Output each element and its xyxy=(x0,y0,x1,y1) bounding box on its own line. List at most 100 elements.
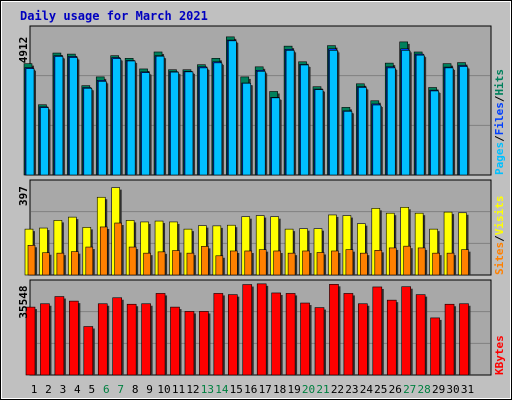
sites-bar xyxy=(172,250,180,276)
sites-bar xyxy=(201,246,209,276)
x-tick-label: 22 xyxy=(331,383,344,396)
pages-bar xyxy=(242,82,252,176)
pages-bar xyxy=(415,54,425,176)
pages-bar xyxy=(444,67,454,176)
sites-bar xyxy=(316,252,325,276)
hits-files-pages-legend: Pages/Files/Hits xyxy=(493,69,506,175)
pages-bar xyxy=(170,71,179,176)
pages-bar xyxy=(386,67,396,176)
x-tick-label: 10 xyxy=(157,383,170,396)
chart-title: Daily usage for March 2021 xyxy=(20,9,208,23)
pages-bar xyxy=(112,58,121,176)
pages-bar xyxy=(184,71,194,176)
kbytes-bar xyxy=(112,297,122,376)
pages-bar xyxy=(314,89,324,176)
x-tick-label: 5 xyxy=(88,383,95,396)
kbytes-bar xyxy=(25,306,36,376)
bar-marks xyxy=(23,36,471,376)
sites-bar xyxy=(114,222,122,276)
x-tick-label: 24 xyxy=(360,383,374,396)
kbytes-bar xyxy=(69,300,79,376)
pages-bar xyxy=(329,50,338,176)
kbytes-bar xyxy=(141,303,151,376)
kbytes-bar xyxy=(213,293,224,376)
visits-ymax-label: 397 xyxy=(17,186,30,206)
sites-bar xyxy=(360,252,368,276)
x-tick-label: 30 xyxy=(446,383,459,396)
pages-bar xyxy=(25,68,35,176)
sites-bar xyxy=(302,250,310,276)
x-tick-label: 13 xyxy=(201,383,214,396)
sites-bar xyxy=(345,249,354,276)
x-tick-label: 28 xyxy=(418,383,431,396)
x-tick-label: 20 xyxy=(302,383,315,396)
pages-bar xyxy=(141,72,150,176)
x-tick-label: 14 xyxy=(215,383,229,396)
sites-bar xyxy=(417,247,426,276)
sites-bar xyxy=(143,252,151,276)
kbytes-bar xyxy=(40,303,50,376)
kbytes-ymax-label: 35548 xyxy=(17,285,30,318)
pages-bar xyxy=(343,111,353,176)
sites-bar xyxy=(432,252,440,276)
kbytes-bar xyxy=(329,284,339,376)
x-tick-label: 7 xyxy=(117,383,124,396)
x-tick-label: 31 xyxy=(461,383,474,396)
pages-bar xyxy=(126,60,136,176)
kbytes-bar xyxy=(358,303,368,376)
pages-bar xyxy=(213,62,223,176)
pages-bar xyxy=(271,97,280,176)
pages-bar xyxy=(285,50,295,176)
pages-bar xyxy=(358,87,367,176)
pages-bar xyxy=(459,66,468,176)
pages-bar xyxy=(300,64,309,176)
x-tick-label: 3 xyxy=(60,383,67,396)
sites-bar xyxy=(287,252,296,276)
legend-separator: / xyxy=(493,95,506,102)
kbytes-bar xyxy=(386,299,397,376)
sites-bar xyxy=(99,226,108,276)
hits-ymax-label: 4912 xyxy=(17,37,30,64)
kbytes-bar xyxy=(343,293,354,376)
x-tick-label: 4 xyxy=(74,383,81,396)
pages-bar xyxy=(97,81,107,176)
x-tick-label: 19 xyxy=(287,383,300,396)
kbytes-legend: KBytes xyxy=(493,335,506,375)
pages-bar xyxy=(69,57,78,176)
sites-bar xyxy=(273,250,281,276)
kbytes-bar xyxy=(54,296,65,376)
x-tick-label: 18 xyxy=(273,383,286,396)
kbytes-bar xyxy=(228,294,238,376)
kbytes-bar xyxy=(242,284,253,376)
x-tick-label: 11 xyxy=(172,383,185,396)
kbytes-bar xyxy=(430,317,440,376)
pages-bar xyxy=(228,40,237,176)
kbytes-bar xyxy=(459,303,469,376)
kbytes-bar xyxy=(271,292,281,376)
x-tick-label: 16 xyxy=(244,383,257,396)
x-tick-label: 21 xyxy=(316,383,329,396)
pages-bar xyxy=(54,56,64,176)
legend-sites: Sites xyxy=(493,242,506,275)
pages-bar xyxy=(155,55,165,176)
legend-files: Files xyxy=(493,102,506,135)
x-tick-label: 2 xyxy=(45,383,52,396)
x-tick-label: 29 xyxy=(432,383,445,396)
visits-sites-legend: Sites/Visits xyxy=(493,196,506,276)
pages-bar xyxy=(199,67,208,176)
kbytes-bar xyxy=(199,311,209,376)
legend-separator: / xyxy=(493,235,506,242)
kbytes-bar xyxy=(83,326,94,376)
outer-border-highlight xyxy=(1,1,511,399)
x-tick-label: 15 xyxy=(230,383,243,396)
x-tick-label: 26 xyxy=(389,383,402,396)
sites-bar xyxy=(157,251,166,276)
x-tick-label: 27 xyxy=(403,383,416,396)
x-tick-label: 25 xyxy=(374,383,387,396)
x-axis-day-labels: 1 2 3 4 5 6 7 8 9 10 11 12 13 14 15 16 17 18 19 20 21 22 23 24 2… xyxy=(31,383,474,396)
sites-bar xyxy=(71,251,79,276)
sites-bar xyxy=(215,255,224,276)
sites-bar xyxy=(27,244,36,276)
sites-bar xyxy=(374,250,383,276)
